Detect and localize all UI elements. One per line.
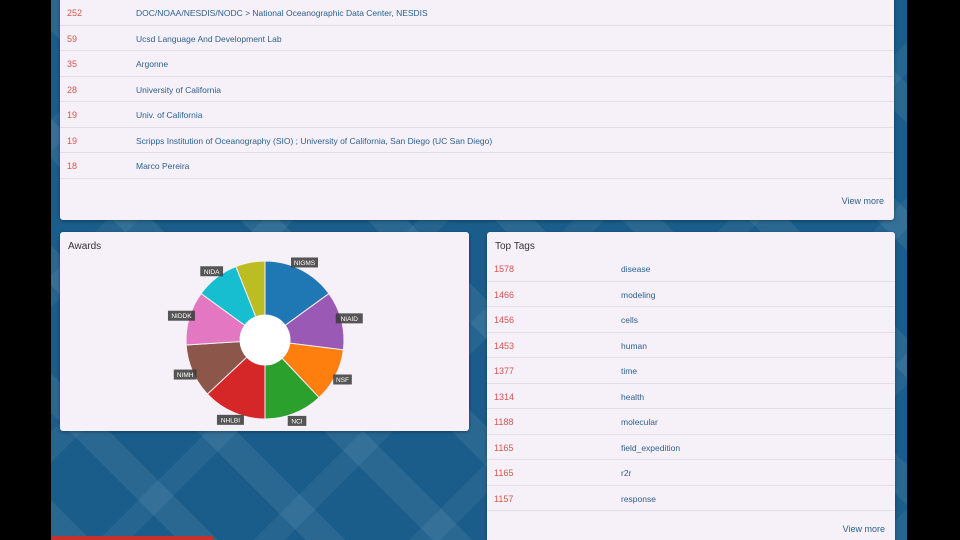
pie-label-text: NIDA xyxy=(204,269,220,276)
top-tags-title: Top Tags xyxy=(495,241,535,252)
pie-label-text: NIAID xyxy=(341,316,359,323)
item-count: 28 xyxy=(67,84,78,95)
tag-row: 1578 disease xyxy=(487,256,895,282)
tag-link[interactable]: human xyxy=(621,340,647,351)
tag-link[interactable]: health xyxy=(621,391,645,402)
item-count: 252 xyxy=(67,8,83,18)
list-item: 59 Ucsd Language And Development Lab xyxy=(60,26,894,51)
awards-title: Awards xyxy=(68,241,102,252)
item-link[interactable]: Argonne xyxy=(136,59,169,69)
top-tags-card: Top Tags 1578 disease 1466 modeling 1456 cell… xyxy=(487,232,895,540)
list-item: 19 Univ. of California xyxy=(60,102,894,128)
donut-hole xyxy=(240,315,290,365)
pie-label-text: NHLBI xyxy=(221,417,240,424)
item-link[interactable]: Scripps Institution of Oceanography (SIO… xyxy=(136,135,493,146)
item-count: 59 xyxy=(67,33,78,44)
list-item: 19 Scripps Institution of Oceanography (S… xyxy=(60,128,894,153)
tag-row: 1165 r2r xyxy=(487,460,895,486)
pie-label: NCI xyxy=(287,415,307,426)
item-link[interactable]: Univ. of California xyxy=(136,110,203,120)
pie-label: NHLBI xyxy=(216,414,244,425)
view-more-link[interactable]: View more xyxy=(841,196,884,206)
tag-row: 1453 human xyxy=(487,333,895,358)
pie-label-text: NIDDK xyxy=(171,313,192,320)
awards-pie-chart: NIGMS NIAID NSF NCI NHLBI NIMH NIDDK NIDA xyxy=(167,257,363,426)
tag-row: 1157 response xyxy=(487,486,895,511)
tag-link[interactable]: modeling xyxy=(621,289,656,300)
tag-link[interactable]: disease xyxy=(621,264,651,274)
tag-count: 1188 xyxy=(494,417,514,427)
item-count: 19 xyxy=(67,135,78,146)
progress-strip xyxy=(51,536,213,540)
item-count: 35 xyxy=(67,59,78,69)
tag-count: 1578 xyxy=(494,264,515,274)
item-count: 19 xyxy=(67,110,78,120)
tag-row: 1377 time xyxy=(487,358,895,384)
page-background: 252 DOC/NOAA/NESDIS/NODC > National Ocean… xyxy=(51,0,907,540)
pie-label-text: NIGMS xyxy=(294,260,316,267)
tag-row: 1466 modeling xyxy=(487,282,895,307)
pie-label-text: NSF xyxy=(336,377,349,384)
item-link[interactable]: DOC/NOAA/NESDIS/NODC > National Oceanogr… xyxy=(136,8,428,18)
tag-row: 1188 molecular xyxy=(487,409,895,435)
pie-label-text: NCI xyxy=(291,418,302,425)
pie-label-text: NIMH xyxy=(177,372,194,379)
pie-label: NIDDK xyxy=(167,310,195,321)
top-contributors-card: 252 DOC/NOAA/NESDIS/NODC > National Ocean… xyxy=(60,0,894,220)
item-link[interactable]: Marco Pereira xyxy=(136,161,190,171)
list-item: 35 Argonne xyxy=(60,51,894,77)
tag-count: 1456 xyxy=(494,315,515,325)
pie-label: NIDA xyxy=(200,266,224,277)
list-item: 28 University of California xyxy=(60,77,894,102)
tag-count: 1165 xyxy=(494,442,514,453)
pie-label-box xyxy=(333,374,352,385)
tag-count: 1165 xyxy=(494,468,514,478)
item-link[interactable]: Ucsd Language And Development Lab xyxy=(136,33,282,44)
pie-label-box xyxy=(200,266,224,277)
pie-label: NIAID xyxy=(335,313,363,324)
tag-count: 1453 xyxy=(494,340,515,351)
tag-link[interactable]: response xyxy=(621,493,656,504)
tag-count: 1314 xyxy=(494,391,515,402)
item-link[interactable]: University of California xyxy=(136,84,222,95)
pie-label: NIMH xyxy=(173,369,197,380)
view-more-tags-link[interactable]: View more xyxy=(842,524,885,534)
pie-label-box xyxy=(287,415,307,426)
tag-row: 1456 cells xyxy=(487,307,895,333)
tag-link[interactable]: molecular xyxy=(621,417,658,427)
tag-link[interactable]: r2r xyxy=(621,468,632,478)
pie-label-box xyxy=(216,414,244,425)
list-item: 18 Marco Pereira xyxy=(60,153,894,179)
pie-label-box xyxy=(290,257,318,268)
tag-count: 1377 xyxy=(494,366,515,376)
item-count: 18 xyxy=(67,161,78,171)
awards-card: Awards NIGMS NIAID NSF NCI NHLBI NIMH NIDDK NID… xyxy=(60,232,469,431)
pie-label-box xyxy=(173,369,197,380)
tag-link[interactable]: time xyxy=(621,366,638,376)
list-item: 252 DOC/NOAA/NESDIS/NODC > National Ocean… xyxy=(60,0,894,26)
pie-label-box xyxy=(335,313,363,324)
tag-count: 1466 xyxy=(494,289,515,300)
pie-label-box xyxy=(167,310,195,321)
pie-label: NIGMS xyxy=(290,257,318,268)
tag-count: 1157 xyxy=(494,493,514,504)
tag-link[interactable]: field_expedition xyxy=(621,442,681,453)
tag-link[interactable]: cells xyxy=(621,315,639,325)
tag-row: 1165 field_expedition xyxy=(487,435,895,460)
pie-label: NSF xyxy=(333,374,352,385)
tag-row: 1314 health xyxy=(487,384,895,409)
